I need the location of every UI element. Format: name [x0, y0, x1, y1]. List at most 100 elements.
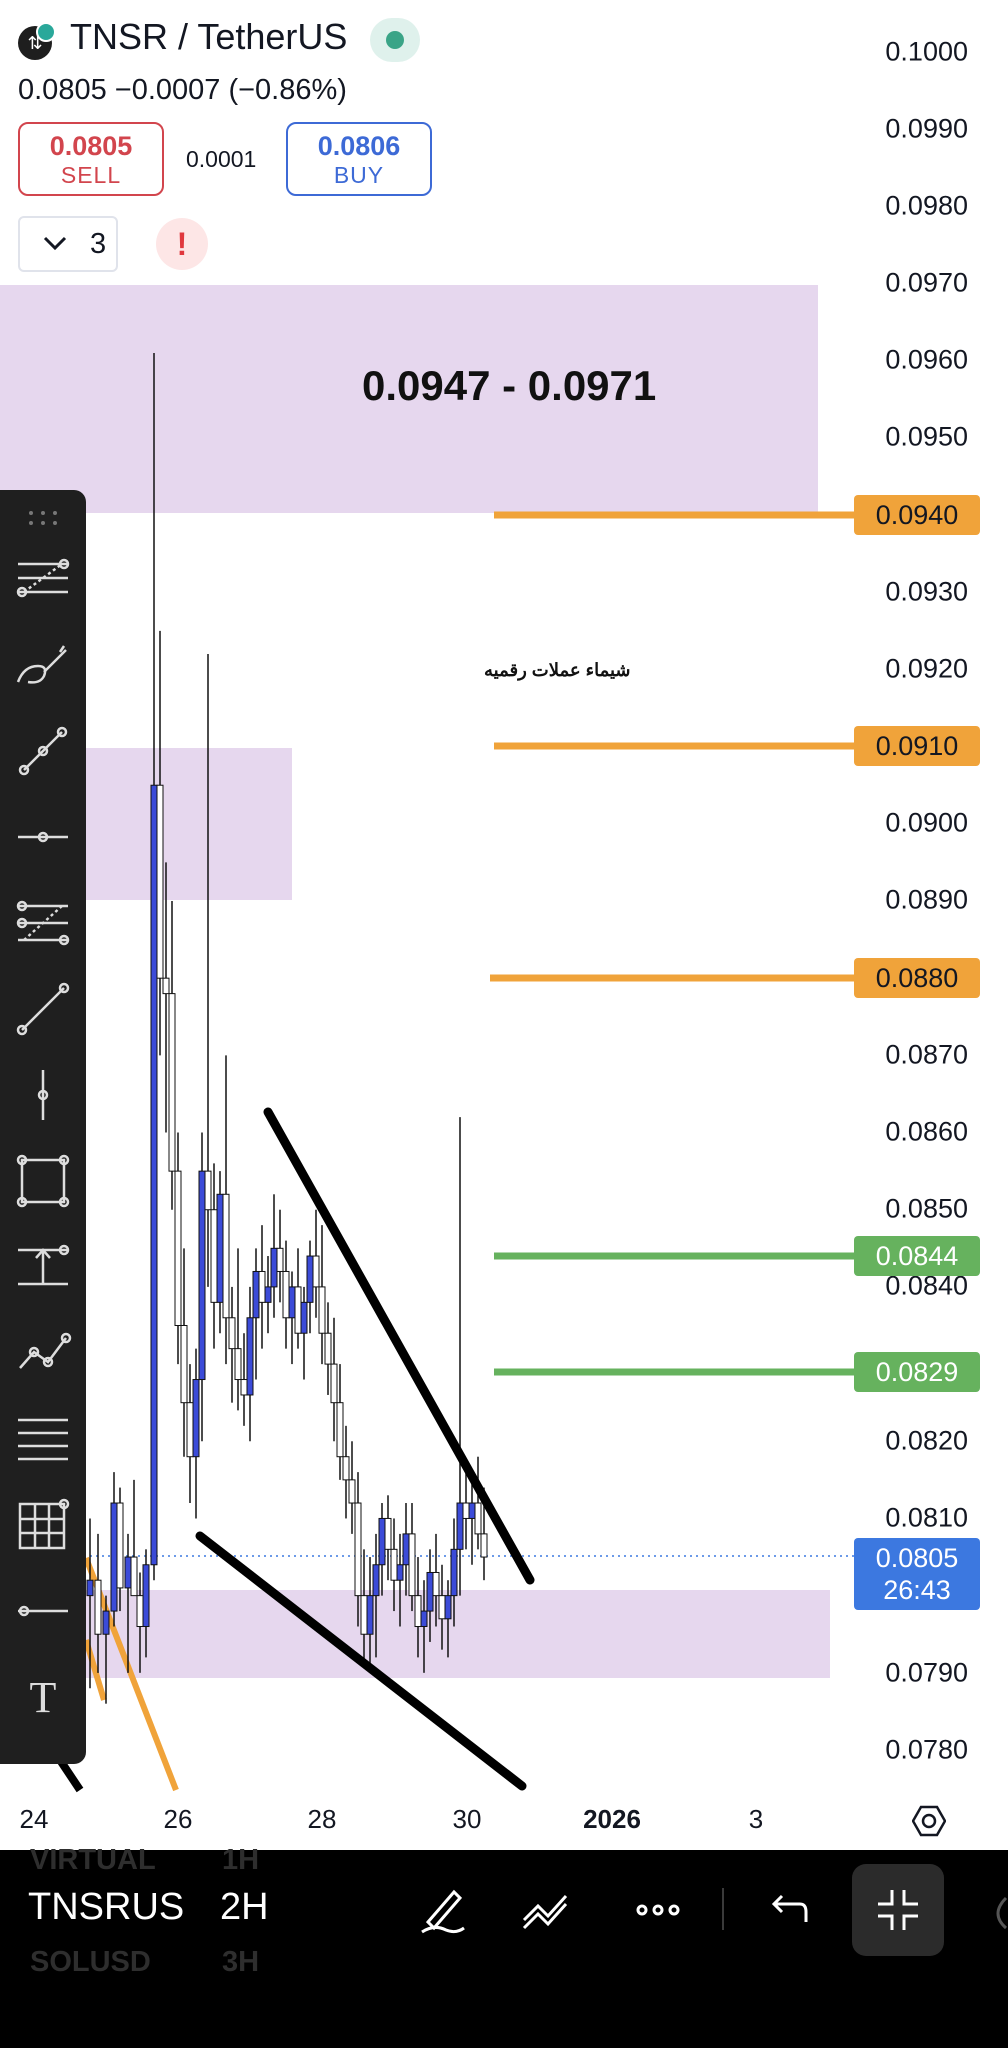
candle-body	[246, 1317, 254, 1396]
price-axis-label: 0.0790	[885, 1657, 968, 1688]
more-options-icon[interactable]	[632, 1884, 684, 1936]
candle-body	[378, 1517, 386, 1566]
svg-text:T: T	[30, 1673, 57, 1722]
buy-price: 0.0806	[317, 131, 401, 161]
chart-note-text: شيماء عملات رقميه	[484, 660, 631, 680]
candle-body	[342, 1456, 350, 1481]
wedge-lower-line[interactable]	[195, 1531, 527, 1791]
supply-zone-top[interactable]	[0, 285, 818, 513]
fib-retracement-tool-icon[interactable]	[14, 550, 72, 608]
interval-option-next[interactable]: 3H	[222, 1946, 260, 1978]
indicators-toggle-button[interactable]: 3	[18, 216, 118, 272]
text-tool-icon[interactable]: T	[14, 1668, 72, 1726]
trend-line-tool-icon[interactable]	[14, 722, 72, 780]
pitchfork-tool-icon[interactable]	[14, 894, 72, 952]
chart-area[interactable]: 0.0947 - 0.0971 شيماء عملات رقميه ⇅ TNSR…	[0, 0, 1008, 1850]
candle-body	[414, 1595, 422, 1628]
horizontal-line-tool-icon[interactable]	[14, 1582, 72, 1640]
sell-label: SELL	[60, 162, 122, 188]
candle-body	[282, 1270, 290, 1319]
market-status-indicator[interactable]	[370, 18, 420, 62]
left-black-line[interactable]	[56, 1757, 84, 1793]
price-axis-label: 0.0850	[885, 1193, 968, 1224]
symbol-selector[interactable]: TNSRUS	[28, 1886, 185, 1928]
candle-body	[372, 1564, 380, 1597]
sell-button[interactable]: 0.0805 SELL	[18, 122, 164, 196]
time-axis-label: 30	[452, 1804, 482, 1834]
candle-body	[136, 1595, 144, 1628]
price-range-tool-icon[interactable]	[14, 1238, 72, 1296]
candle-body	[162, 977, 170, 995]
horizontal-ray-tool-icon[interactable]	[14, 808, 72, 866]
candle-body	[116, 1502, 124, 1589]
level-tag-0910[interactable]: 0.0910	[854, 726, 980, 766]
candle-body	[210, 1209, 218, 1303]
rectangle-tool-icon[interactable]	[14, 1152, 72, 1210]
candle-body	[366, 1595, 374, 1635]
candle-body	[252, 1270, 260, 1319]
price-chart[interactable]	[0, 0, 1008, 1850]
level-tag-0880[interactable]: 0.0880	[854, 958, 980, 998]
candle-body	[180, 1325, 188, 1404]
level-tag-0829[interactable]: 0.0829	[854, 1352, 980, 1392]
symbol-title[interactable]: TNSR / TetherUS	[70, 16, 348, 57]
candle-body	[142, 1564, 150, 1628]
candle-body	[456, 1502, 464, 1550]
drag-handle-icon[interactable]	[28, 508, 58, 528]
level-tag-0844[interactable]: 0.0844	[854, 1236, 980, 1276]
level-tag-0940[interactable]: 0.0940	[854, 495, 980, 535]
price-axis-label: 0.0810	[885, 1502, 968, 1533]
time-axis[interactable]: 24 26 28 30 2026 3	[0, 1790, 1008, 1850]
symbol-option-prev[interactable]: VIRTUAL	[30, 1844, 156, 1876]
buy-label: BUY	[333, 162, 385, 188]
candle-body	[444, 1595, 452, 1620]
candle-body	[468, 1502, 476, 1519]
vertical-line-tool-icon[interactable]	[14, 1066, 72, 1124]
brush-tool-icon[interactable]	[14, 636, 72, 694]
candle-body	[312, 1255, 320, 1288]
candle-body	[450, 1548, 458, 1597]
buy-button[interactable]: 0.0806 BUY	[286, 122, 432, 196]
alert-warning-icon[interactable]: !	[156, 218, 208, 270]
drawing-toolbar: T	[0, 490, 86, 1764]
price-axis-label: 0.0950	[885, 421, 968, 452]
candle-body	[102, 1610, 110, 1635]
candle-body	[174, 1170, 182, 1326]
pen-drawing-icon[interactable]	[416, 1884, 468, 1936]
candle-body	[94, 1579, 102, 1635]
parallel-lines-tool-icon[interactable]	[14, 1410, 72, 1468]
undo-icon[interactable]	[760, 1884, 812, 1936]
exit-fullscreen-button[interactable]	[852, 1864, 944, 1956]
candle-body	[130, 1556, 138, 1597]
candle-body	[186, 1402, 194, 1458]
wedge-upper-line[interactable]	[263, 1107, 535, 1585]
candle-body	[330, 1363, 338, 1404]
price-axis-label: 0.0970	[885, 267, 968, 298]
current-price-value: 0.0805	[875, 1543, 959, 1573]
chart-settings-icon[interactable]	[912, 1804, 946, 1838]
scroll-more-icon[interactable]	[984, 1884, 1008, 1936]
indicators-icon[interactable]	[520, 1884, 572, 1936]
path-tool-icon[interactable]	[14, 1324, 72, 1382]
orange-trend-line-2[interactable]	[83, 1639, 107, 1701]
candle-body	[294, 1286, 302, 1334]
candle-body	[204, 1170, 212, 1211]
candle-body	[150, 784, 158, 1566]
candle-body	[426, 1571, 434, 1612]
grid-tool-icon[interactable]	[14, 1496, 72, 1554]
ray-tool-icon[interactable]	[14, 980, 72, 1038]
candle-body	[420, 1610, 428, 1628]
interval-option-prev[interactable]: 1H	[222, 1844, 260, 1876]
price-axis-label: 0.0780	[885, 1734, 968, 1765]
current-price-tag[interactable]: 0.0805 26:43	[854, 1538, 980, 1610]
candle-body	[228, 1317, 236, 1350]
price-axis-label: 0.0890	[885, 884, 968, 915]
symbol-option-next[interactable]: SOLUSD	[30, 1946, 151, 1978]
candle-body	[408, 1533, 416, 1597]
chevron-down-icon	[43, 236, 67, 251]
candle-body	[432, 1571, 440, 1597]
candle-body	[402, 1533, 410, 1566]
symbol-logo: ⇅	[18, 22, 56, 60]
interval-selector[interactable]: 2H	[220, 1886, 269, 1928]
candle-body	[240, 1379, 248, 1396]
